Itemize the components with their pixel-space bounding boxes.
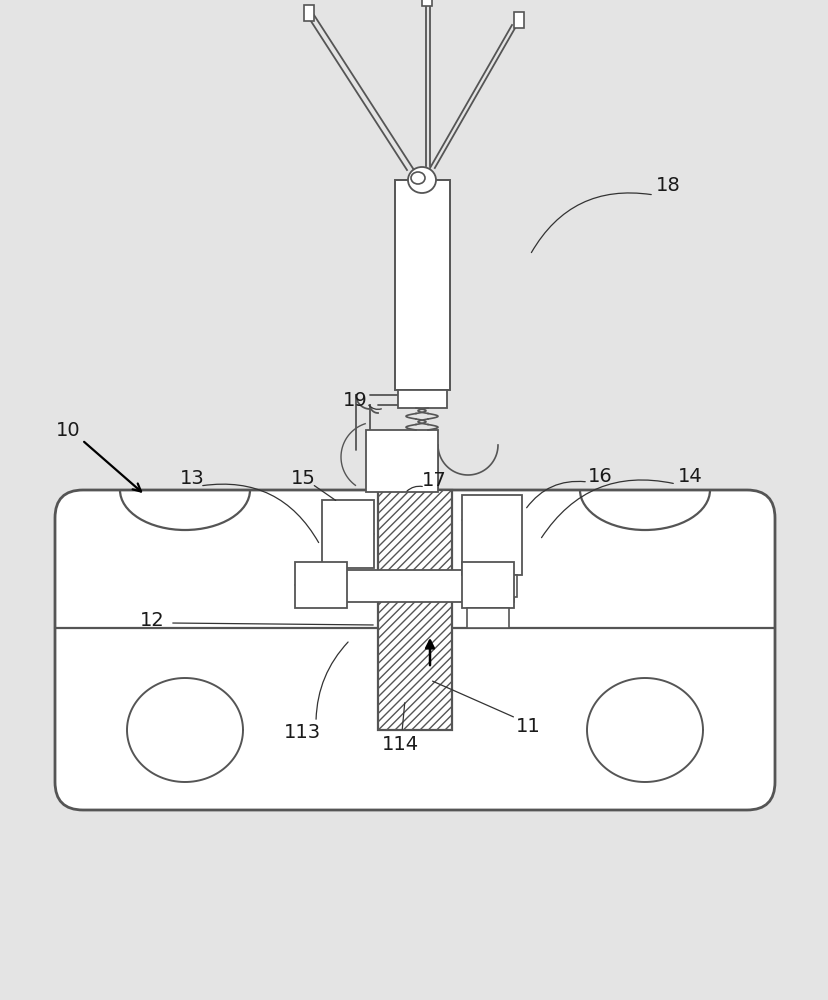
Text: 113: 113 <box>283 722 320 742</box>
Text: 114: 114 <box>381 736 418 754</box>
Bar <box>321 500 373 568</box>
Bar <box>295 562 347 608</box>
Text: 19: 19 <box>342 390 367 410</box>
Ellipse shape <box>407 167 436 193</box>
Bar <box>461 562 513 608</box>
Bar <box>466 608 508 628</box>
Bar <box>466 575 517 597</box>
FancyBboxPatch shape <box>55 490 774 810</box>
Text: 18: 18 <box>655 176 680 195</box>
Text: 10: 10 <box>55 420 80 440</box>
Bar <box>394 180 450 390</box>
Text: 11: 11 <box>515 716 540 736</box>
Bar <box>378 490 451 730</box>
Text: 16: 16 <box>587 466 612 486</box>
Bar <box>397 390 446 408</box>
Text: 14: 14 <box>676 466 701 486</box>
Text: 13: 13 <box>180 468 205 488</box>
Text: 15: 15 <box>290 468 315 488</box>
Ellipse shape <box>411 172 425 184</box>
Bar <box>365 430 437 492</box>
Bar <box>304 5 314 21</box>
Bar <box>315 570 513 602</box>
Text: 12: 12 <box>139 610 164 630</box>
Text: 17: 17 <box>421 471 445 489</box>
Bar <box>461 495 522 575</box>
Bar <box>513 12 523 28</box>
Bar <box>421 0 431 6</box>
